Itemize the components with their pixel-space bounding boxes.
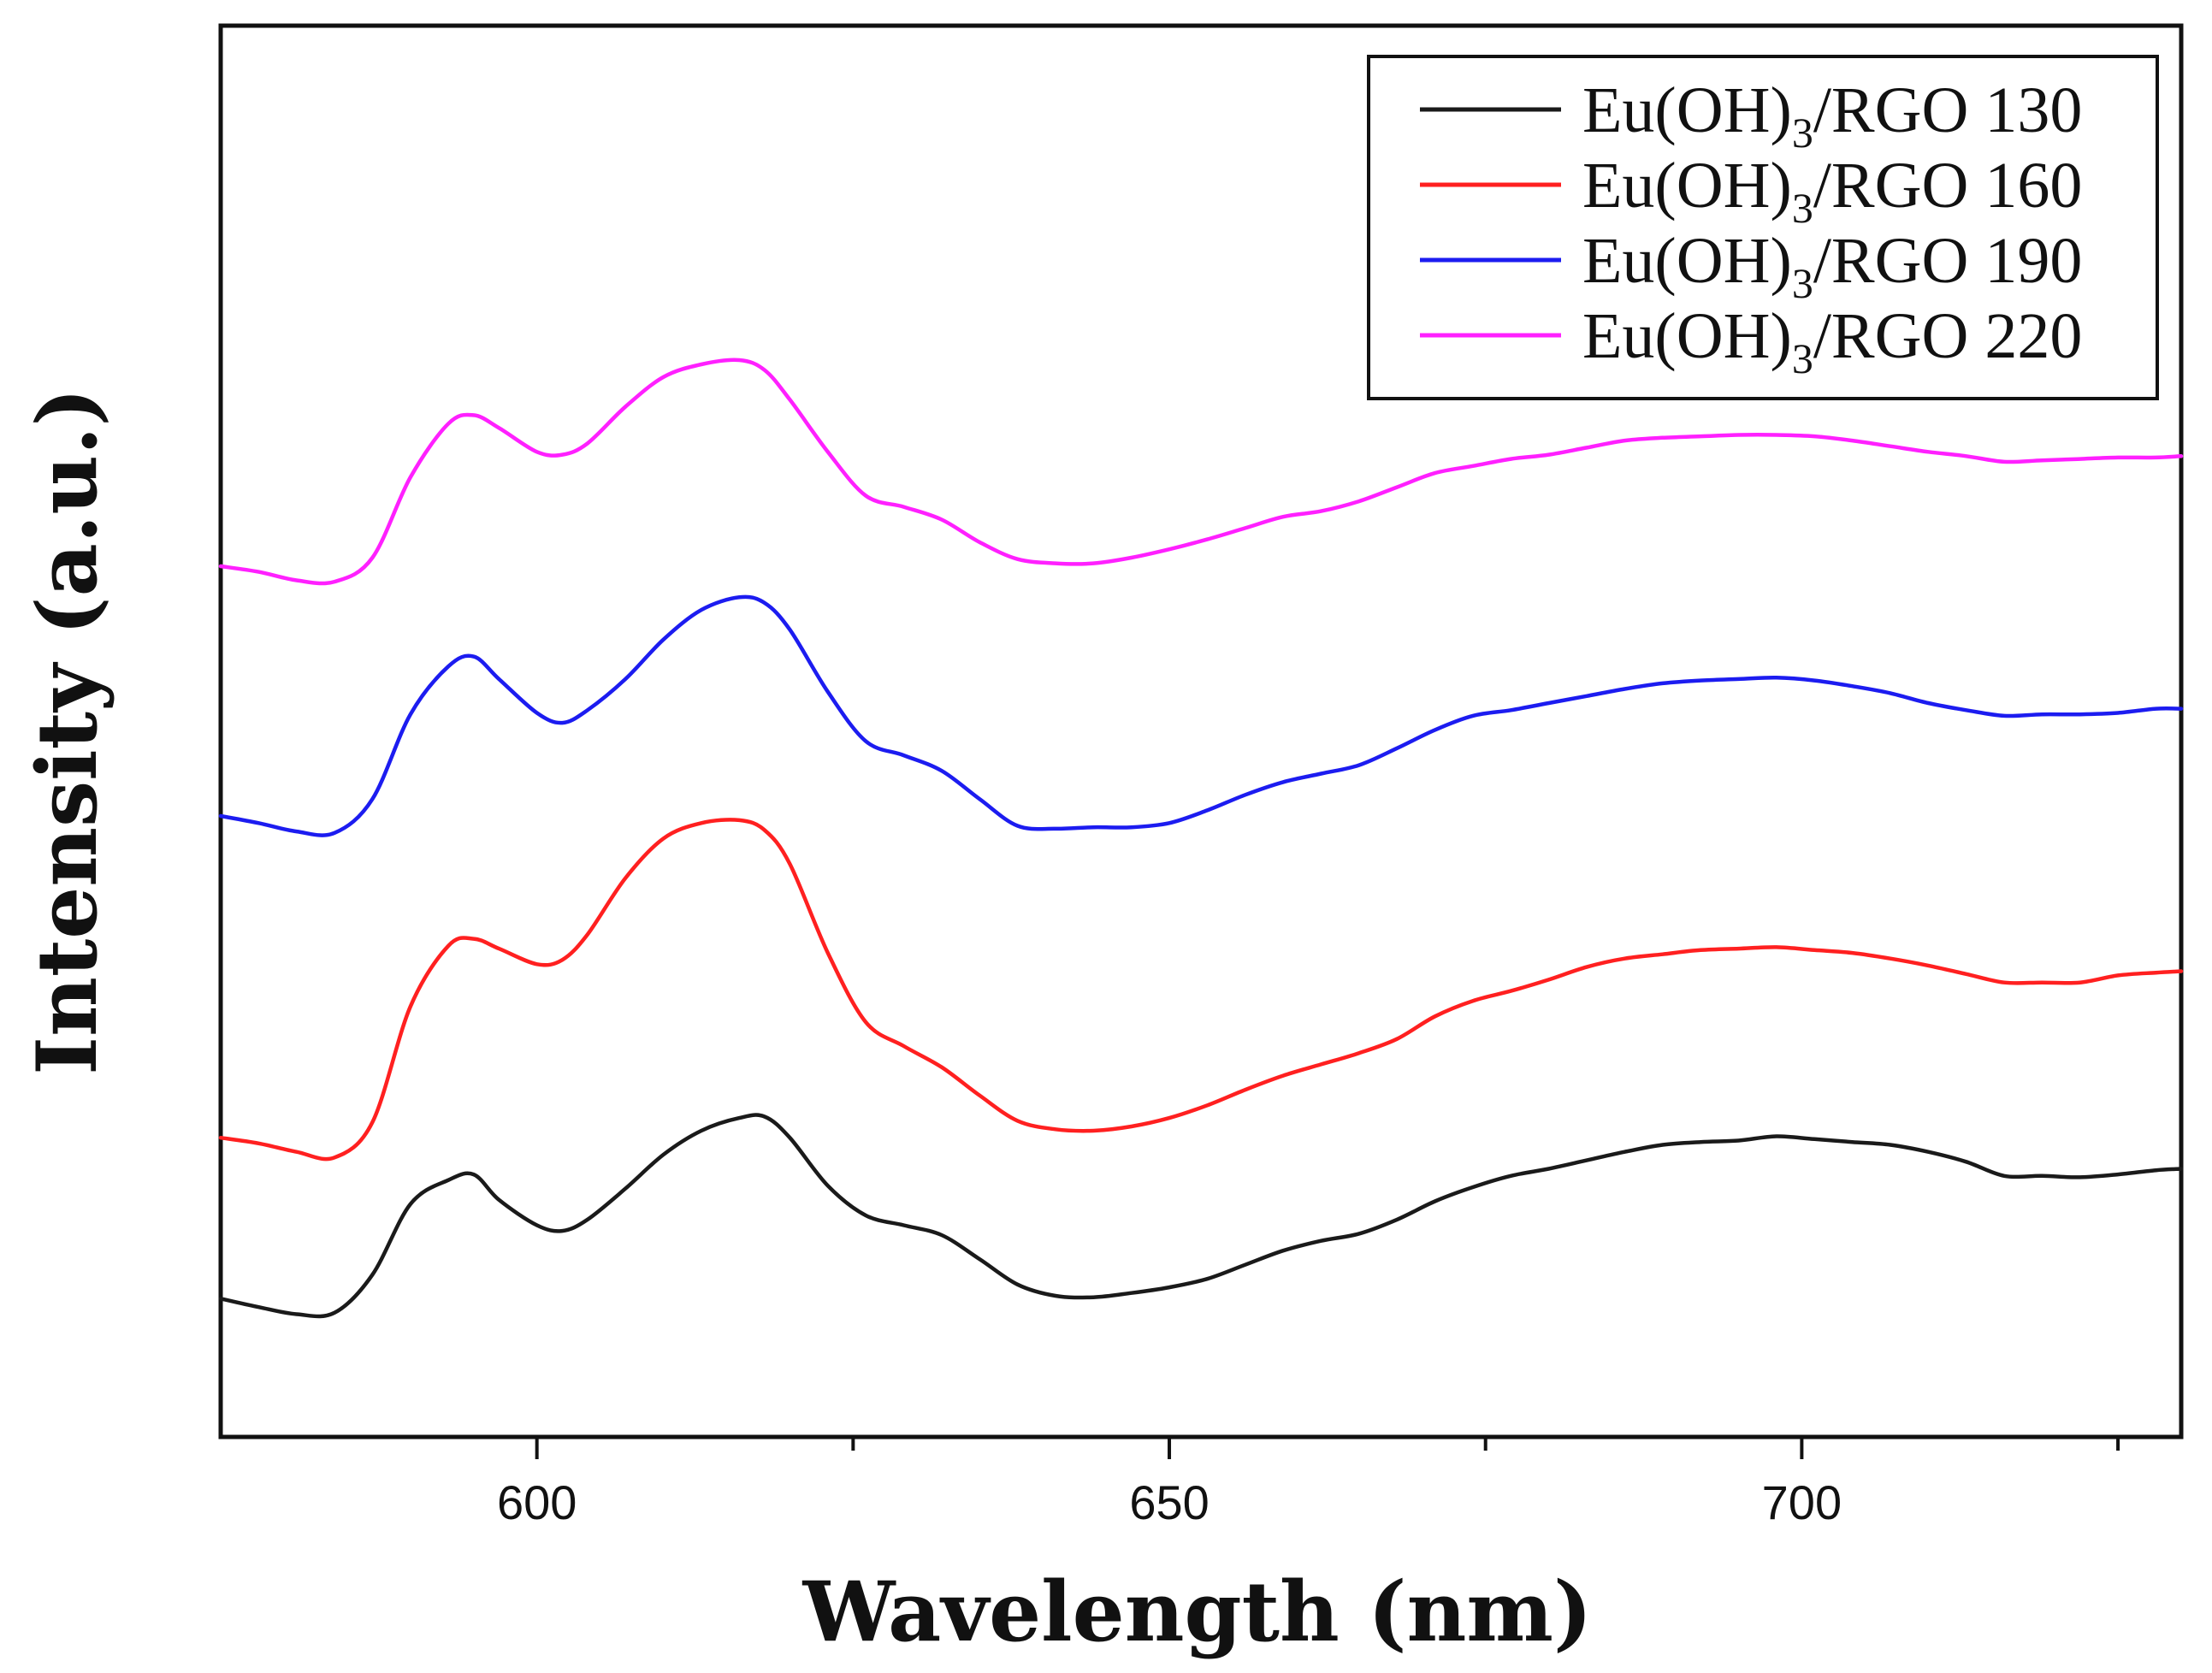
y-axis-title: Intensity (a.u.) — [19, 387, 115, 1075]
legend-label-4: Eu(OH)3/RGO 220 — [1582, 300, 2082, 382]
series-layer — [218, 358, 2184, 1319]
series-line-1 — [218, 1113, 2184, 1319]
legend-label-2: Eu(OH)3/RGO 160 — [1582, 150, 2082, 232]
series-line-2 — [218, 818, 2184, 1162]
x-axis-ticks: 600 650 700 — [497, 1437, 2120, 1529]
legend-label-1: Eu(OH)3/RGO 130 — [1582, 74, 2082, 157]
x-tick-label: 600 — [497, 1475, 577, 1529]
series-line-4 — [218, 358, 2184, 586]
x-tick-label: 650 — [1129, 1475, 1209, 1529]
x-axis-title: Wavelength (nm) — [802, 1564, 1593, 1660]
legend-label-3: Eu(OH)3/RGO 190 — [1582, 225, 2082, 307]
series-line-3 — [218, 594, 2184, 837]
legend-box — [1367, 55, 2159, 400]
x-tick-label: 700 — [1762, 1475, 1842, 1529]
